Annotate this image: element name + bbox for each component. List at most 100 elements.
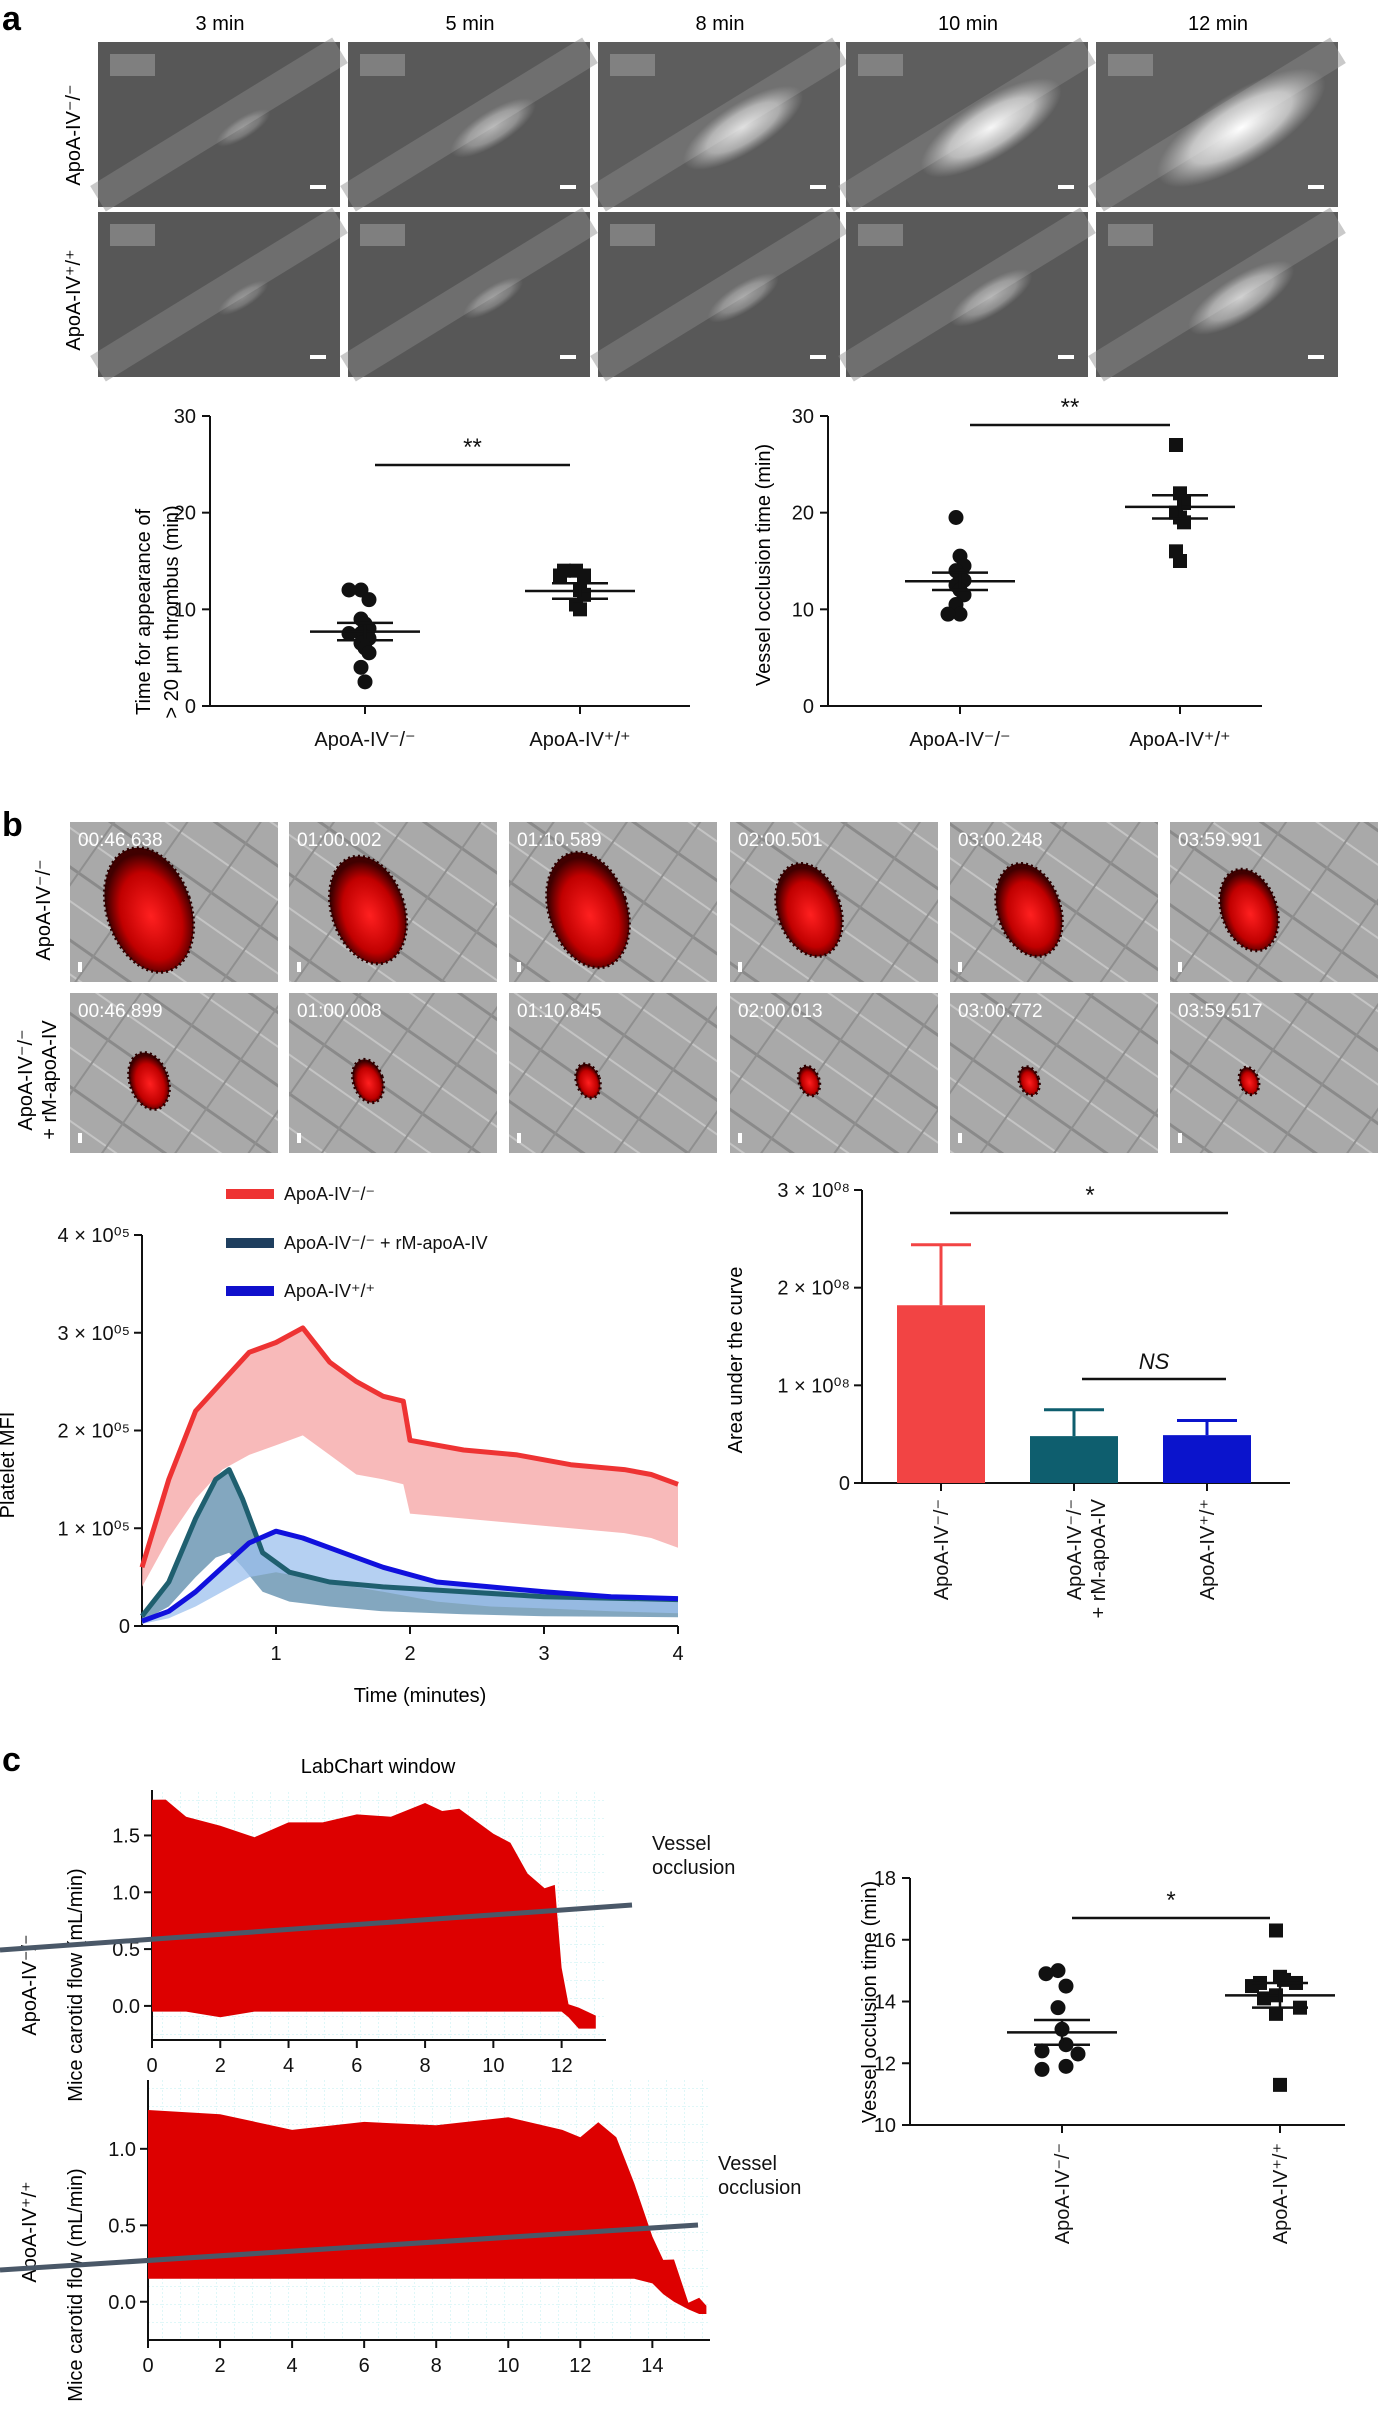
scale-bar [78,1133,82,1143]
c-occl-group-label: ApoA-IV⁺/⁺ [1270,2143,1292,2244]
b-mfi-ytick-label: 2 × 10⁰⁵ [58,1421,130,1443]
b-mfi-error-band-2 [142,1469,678,1622]
platelet-thrombus [796,1064,822,1098]
platelet-thrombus [328,854,409,966]
c-trace-xtick-label: 14 [641,2355,663,2377]
a-occl-group-label: ApoA-IV⁺/⁺ [1129,729,1230,751]
vessel-band [90,37,348,212]
frame-timestamp: 03:00.248 [958,830,1043,851]
occlusion-annotation-line1: Vessel [718,2153,777,2175]
c-trace-ytick-label: 0.5 [112,1939,140,1961]
a-time-ytick-label: 10 [174,599,196,621]
scale-bar [1178,962,1182,972]
c-occl-data-point [1050,2000,1066,2016]
c-occl-ytick-label: 14 [874,1992,896,2014]
b-mfi-legend-swatch [226,1286,274,1296]
platelet-thrombus [1218,867,1280,953]
panel-b-row-label-2b: + rM-apoA-IV [39,1020,61,1140]
c-occl-data-point [1070,2046,1086,2062]
panel-a-thrombus-time-plot: Time for appearance of > 20 μm thrombus … [133,406,690,751]
thrombus-fluorescence [450,98,536,158]
b-mfi-error-band-3 [142,1531,678,1624]
thrombus-fluorescence [920,78,1062,178]
b-auc-ytick-label: 2 × 10⁰⁸ [777,1278,850,1300]
platelet-thrombus [994,862,1064,958]
b-mfi-legend-label: ApoA-IV⁻/⁻ [284,1184,375,1204]
panel-a-row-label-1: ApoA-IV⁻/⁻ [63,84,85,185]
frame-timestamp: 00:46.638 [78,830,163,851]
c-trace-xtick-label: 4 [283,2055,294,2077]
panel-letter-b: b [2,806,23,844]
occlusion-annotation-line1: Vessel [652,1833,711,1855]
scale-bar [810,185,826,189]
a-occl-ytick-label: 0 [803,696,814,718]
c-occl-data-point [1034,2061,1050,2077]
frame-timestamp: 02:00.013 [738,1001,823,1022]
camera-timestamp-stamp [360,224,405,246]
a-occl-group-label: ApoA-IV⁻/⁻ [909,729,1010,751]
scale-bar [1058,185,1074,189]
c-trace-xtick-label: 6 [359,2355,370,2377]
frame-timestamp: 01:00.008 [297,1001,382,1022]
b-mfi-xtick-label: 4 [672,1643,683,1665]
c-occl-significance-label: * [1166,1887,1175,1914]
platelet-thrombus [1237,1065,1261,1097]
c-trace-ytick-label: 0.5 [108,2215,136,2237]
a-time-ytick-label: 0 [185,696,196,718]
platelet-thrombus [545,850,631,970]
timepoint-label-2: 5 min [446,13,495,35]
panel-b-intravital-grid: 00:46.638 01:00.002 01:10.589 02:00.501 03:0… [70,822,1378,1153]
c-occl-data-point [1038,1966,1054,1982]
c-occl-group-label: ApoA-IV⁻/⁻ [1052,2143,1074,2244]
panel-c-flow-traces: 0.00.51.01.50 2 4 6 8 10 12Vesselocclusion0.00… [0,1790,801,2377]
thrombus-fluorescence [1156,68,1326,188]
a-time-data-point [353,659,369,675]
c-trace-ytick-label: 0.0 [112,1996,140,2018]
thrombus-fluorescence [216,108,271,147]
scale-bar [958,1133,962,1143]
c-row-label-1: ApoA-IV⁻/⁻ [19,1934,41,2035]
camera-timestamp-stamp [110,224,155,246]
b-auc-bar-3 [1163,1435,1251,1483]
camera-timestamp-stamp [360,54,405,76]
occlusion-annotation-line2: occlusion [652,1857,735,1879]
c-occl-data-point [1058,1978,1074,1994]
scale-bar [810,355,826,359]
panel-b-row-label-1: ApoA-IV⁻/⁻ [33,859,55,960]
b-mfi-legend-label: ApoA-IV⁻/⁻ + rM-apoA-IV [284,1233,488,1253]
platelet-thrombus [102,846,196,974]
panel-a-microscopy-grid [90,37,1346,382]
panel-b-row-label-2a: ApoA-IV⁻/⁻ [15,1029,37,1130]
occlusion-arrow-shaft [0,1902,633,1953]
b-auc-bar-1 [897,1305,985,1483]
c-trace-xtick-label: 12 [569,2355,591,2377]
c-occl-data-point [1269,2006,1283,2021]
scale-bar [1178,1133,1182,1143]
brightfield-frame [730,993,938,1153]
frame-timestamp: 03:59.517 [1178,1001,1263,1022]
frame-timestamp: 01:00.002 [297,830,382,851]
b-auc-bar-2 [1030,1436,1118,1483]
b-mfi-legend-label: ApoA-IV⁺/⁺ [284,1281,375,1301]
camera-timestamp-stamp [610,224,655,246]
scale-bar [738,1133,742,1143]
panel-letter-a: a [2,0,22,38]
platelet-thrombus [574,1062,602,1100]
thrombus-fluorescence [463,276,524,319]
c-occl-ytick-label: 16 [874,1930,896,1952]
b-mfi-error-band-1 [142,1327,678,1587]
frame-timestamp: 03:00.772 [958,1001,1043,1022]
platelet-thrombus [774,862,844,958]
thrombus-fluorescence [1188,260,1295,335]
b-auc-ytick-label: 1 × 10⁰⁸ [777,1375,850,1397]
b-mfi-ylabel: Platelet MFI [0,1412,19,1519]
b-auc-ytick-label: 3 × 10⁰⁸ [777,1180,850,1202]
a-occl-data-point [1173,554,1187,568]
c-trace-xtick-label: 0 [146,2055,157,2077]
scale-bar [310,355,326,359]
a-occl-data-point [940,606,956,622]
a-occl-ylabel: Vessel occlusion time (min) [753,444,775,686]
frame-timestamp: 02:00.501 [738,830,823,851]
b-mfi-ytick-label: 0 [119,1616,130,1638]
